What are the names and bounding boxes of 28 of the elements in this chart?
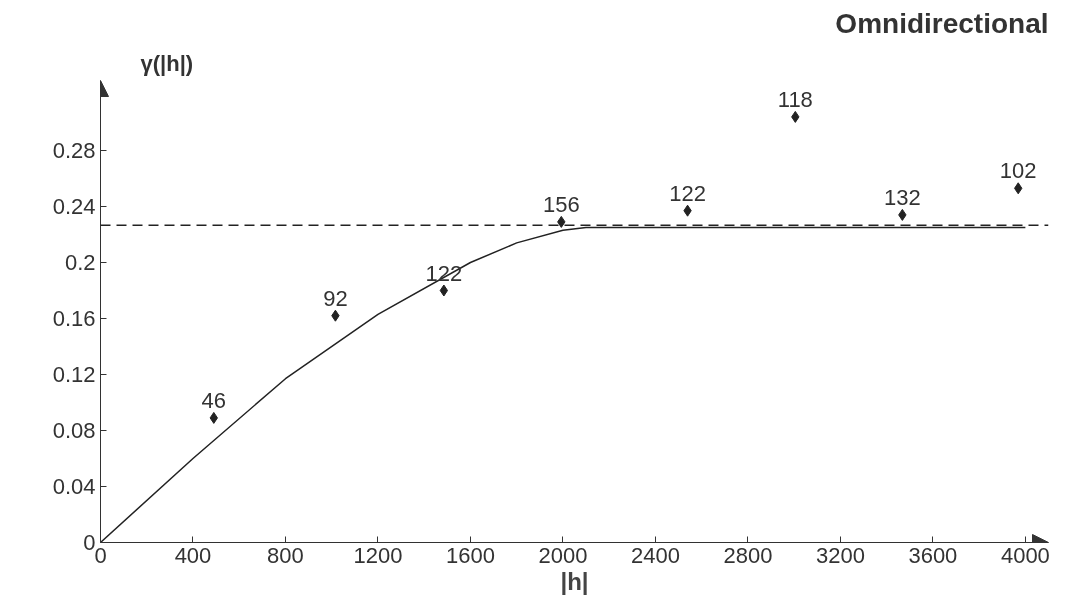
annotation: 92 [323, 285, 348, 311]
annotation: 46 [201, 387, 227, 413]
chart-title: Omnidirectional [835, 7, 1049, 39]
x-axis-title: |h| [560, 567, 589, 595]
x-tick-label: 3200 [815, 542, 865, 568]
y-tick-label: 0.12 [52, 362, 96, 387]
x-tick-label: 1200 [353, 542, 403, 568]
x-tick-label: 4000 [1000, 542, 1050, 568]
y-tick-label: 0.16 [52, 306, 96, 331]
x-tick-label: 3600 [908, 542, 958, 568]
annotation: 132 [884, 184, 921, 210]
annotation: 102 [999, 158, 1037, 184]
x-tick-label: 800 [267, 542, 304, 568]
y-tick-label: 0.2 [64, 250, 96, 275]
x-tick-label: 2000 [538, 542, 588, 568]
x-tick-label: 2800 [723, 542, 773, 568]
y-tick-label: 0.04 [52, 474, 96, 499]
annotation: 156 [542, 191, 580, 217]
y-tick-label: 0.28 [52, 138, 96, 163]
annotation: 122 [669, 180, 706, 206]
y-tick-label: 0.24 [52, 194, 96, 219]
annotation: 118 [777, 86, 813, 112]
y-axis-title: γ(|h|) [140, 50, 194, 76]
x-tick-label: 400 [174, 542, 212, 568]
point [439, 284, 449, 297]
y-tick-label: 0.08 [52, 418, 96, 443]
x-tick-label: 2400 [630, 542, 680, 568]
x-tick-label: 1600 [445, 542, 495, 568]
